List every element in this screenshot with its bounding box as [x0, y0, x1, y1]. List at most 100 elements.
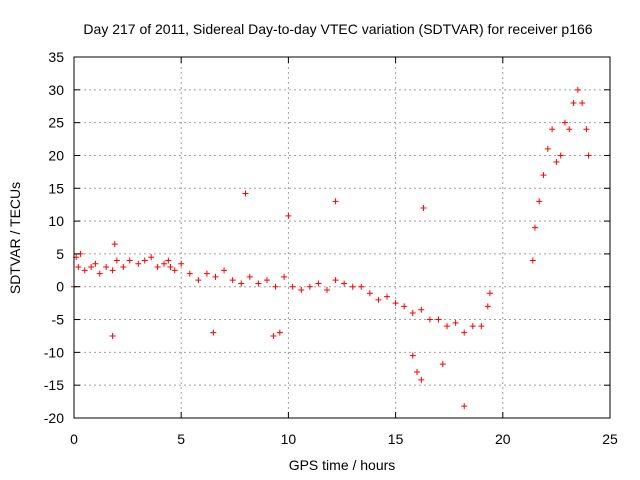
data-point	[375, 296, 382, 303]
data-point	[409, 352, 416, 359]
data-point	[478, 323, 485, 330]
x-tick-label: 20	[495, 431, 511, 447]
y-tick-label: -5	[52, 312, 65, 328]
data-point	[113, 257, 120, 264]
data-point	[418, 306, 425, 313]
data-point	[414, 369, 421, 376]
data-point	[401, 303, 408, 310]
data-point	[323, 287, 330, 294]
data-point	[418, 376, 425, 383]
data-point	[298, 287, 305, 294]
y-tick-label: 25	[48, 115, 64, 131]
data-point	[574, 86, 581, 93]
y-tick-label: 15	[48, 180, 64, 196]
data-point	[246, 273, 253, 280]
data-point	[154, 264, 161, 271]
data-point	[88, 264, 95, 271]
data-point	[111, 241, 118, 248]
data-point	[178, 260, 185, 267]
data-point	[263, 277, 270, 284]
data-point	[409, 309, 416, 316]
data-point	[120, 264, 127, 271]
data-point	[549, 126, 556, 133]
y-tick-label: 35	[48, 49, 64, 65]
data-point	[289, 283, 296, 290]
y-tick-label: 20	[48, 147, 64, 163]
chart-title: Day 217 of 2011, Sidereal Day-to-day VTE…	[83, 21, 592, 37]
data-point	[570, 99, 577, 106]
data-point	[536, 198, 543, 205]
data-point	[272, 283, 279, 290]
data-point	[579, 99, 586, 106]
data-point	[270, 332, 277, 339]
data-point	[461, 403, 468, 410]
data-point	[484, 303, 491, 310]
y-tick-label: 5	[56, 246, 64, 262]
data-point	[81, 267, 88, 274]
data-point	[435, 316, 442, 323]
data-point	[195, 277, 202, 284]
y-tick-label: -10	[44, 344, 64, 360]
data-point	[540, 172, 547, 179]
x-axis-label: GPS time / hours	[289, 457, 396, 473]
data-point	[366, 290, 373, 297]
data-point	[486, 290, 493, 297]
y-tick-label: -15	[44, 377, 64, 393]
x-tick-label: 25	[602, 431, 618, 447]
y-tick-label: 30	[48, 82, 64, 98]
data-point	[444, 323, 451, 330]
data-point	[566, 126, 573, 133]
grid-lines	[74, 57, 610, 418]
data-point	[238, 280, 245, 287]
data-point	[186, 270, 193, 277]
data-point	[439, 361, 446, 368]
data-point	[276, 329, 283, 336]
data-point	[531, 224, 538, 231]
x-tick-label: 10	[281, 431, 297, 447]
data-point	[420, 204, 427, 211]
x-axis-ticks: 0 5 10 15 20 25	[70, 57, 618, 447]
data-point	[103, 264, 110, 271]
data-point	[126, 257, 133, 264]
data-point	[461, 329, 468, 336]
data-point	[384, 293, 391, 300]
data-point	[349, 283, 356, 290]
data-point	[135, 260, 142, 267]
data-point	[161, 260, 168, 267]
data-point	[109, 332, 116, 339]
data-point	[281, 273, 288, 280]
y-axis-ticks: -20 -15 -10 -5 0 5 10 15 20 25 30 35	[44, 49, 610, 426]
data-point	[165, 257, 172, 264]
data-point	[392, 300, 399, 307]
y-tick-label: -20	[44, 410, 64, 426]
data-point	[212, 273, 219, 280]
data-point	[315, 280, 322, 287]
data-point	[358, 283, 365, 290]
data-point	[426, 316, 433, 323]
data-point	[469, 323, 476, 330]
data-points	[71, 86, 592, 410]
data-point	[306, 283, 313, 290]
data-point	[585, 152, 592, 159]
y-tick-label: 10	[48, 213, 64, 229]
data-point	[96, 270, 103, 277]
data-point	[553, 159, 560, 166]
data-point	[544, 145, 551, 152]
data-point	[109, 267, 116, 274]
data-point	[141, 257, 148, 264]
data-point	[557, 152, 564, 159]
data-point	[148, 254, 155, 261]
y-tick-label: 0	[56, 279, 64, 295]
data-point	[167, 264, 174, 271]
data-point	[529, 257, 536, 264]
x-tick-label: 5	[177, 431, 185, 447]
data-point	[452, 319, 459, 326]
data-point	[203, 270, 210, 277]
data-point	[341, 280, 348, 287]
plot-frame	[73, 56, 611, 419]
data-point	[583, 126, 590, 133]
x-tick-label: 15	[388, 431, 404, 447]
data-point	[210, 329, 217, 336]
y-axis-label: SDTVAR / TECUs	[7, 182, 23, 294]
